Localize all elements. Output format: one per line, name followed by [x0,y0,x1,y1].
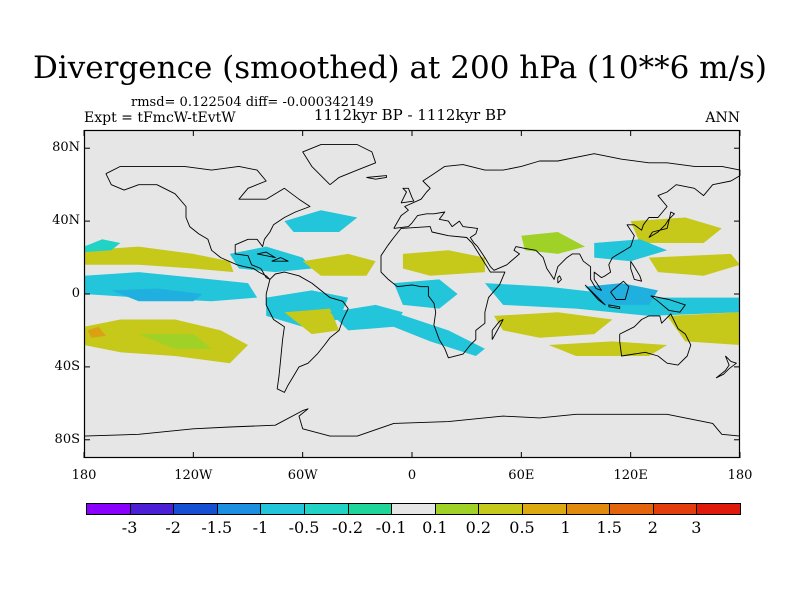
anomaly-atl-yellow [302,253,376,276]
season-label: ANN [705,110,740,126]
colorbar-label: -0.1 [375,518,407,537]
coastline-2 [302,144,377,186]
colorbar-swatch [522,503,567,515]
anomaly-africa-cyan [393,279,458,309]
colorbar-swatch [304,503,349,515]
colorbar-label: -0.2 [332,518,364,537]
colorbar-swatch [652,503,698,515]
coastline-19 [366,175,387,180]
lon-label: 60E [508,468,535,483]
anomaly-s-indian-yellow [548,341,668,356]
colorbar-label: -0.5 [288,518,320,537]
coastline-5 [619,313,692,366]
colorbar-label: 0.2 [465,518,492,537]
coastline-10 [608,304,621,310]
coastline-7 [400,187,415,204]
coastline-18 [630,260,643,282]
colorbar-swatch [434,503,480,515]
colorbar [86,503,741,515]
lon-label: 120E [613,468,648,483]
colorbar-label: -1 [252,518,269,537]
lon-label: 0 [407,468,417,483]
colorbar-swatch [216,503,262,515]
colorbar-swatch [696,503,741,515]
anomaly-w-pacific-cyan [594,239,668,262]
colorbar-label: 0.1 [422,518,448,537]
coastline-15 [271,257,289,262]
lat-label: 80N [52,140,80,156]
colorbar-swatch [391,503,436,515]
colorbar-swatch [347,503,393,515]
colorbar-swatch [129,503,175,515]
colorbar-label: -3 [121,518,138,537]
anomaly-africa-yellow [402,250,485,276]
anomaly-philippine-yellow [648,253,740,276]
coastline-13 [715,355,737,379]
period-label: 1112kyr BP - 1112kyr BP [313,106,507,124]
colorbar-swatch [260,503,305,515]
lat-label: 80S [54,431,80,447]
colorbar-label: 1.5 [596,518,622,537]
coastline-11 [610,280,630,300]
anomaly-n-pacific-band [84,246,234,273]
lat-label: 40N [52,213,80,229]
anomaly-s-atl-cyan [330,304,403,331]
colorbar-label: 2 [647,518,658,537]
anomaly-trop-pac-blue [111,288,203,302]
lon-label: 120W [174,468,213,483]
anomaly-india-green [521,232,586,254]
experiment-label: Expt = tFmcW-tEvtW [84,110,236,126]
colorbar-swatch [609,503,654,515]
anomaly-s-pac-east-yellow [667,312,740,345]
lon-label: 60W [287,468,318,483]
anomaly-n-atl-cyan [284,210,358,232]
anomaly-indian-yellow [494,312,613,338]
colorbar-label: 3 [691,518,702,537]
coastline-17 [557,275,562,284]
coastline-14 [83,408,741,437]
anomaly-n-pacific-cyan [84,239,121,253]
coastline-3 [393,153,741,291]
anomaly-carib-cyan [229,246,312,273]
lon-label: 180 [71,468,97,483]
anomaly-indonesia-blue [585,283,658,305]
rmsd-diff-stats: rmsd= 0.122504 diff= -0.000342149 [131,95,374,110]
colorbar-swatch [86,503,131,515]
anomaly-s-atl-band [384,312,485,356]
coastline-8 [648,211,675,238]
coastline-4 [380,226,506,359]
colorbar-label: 0.5 [509,518,535,537]
coastline-9 [584,284,606,306]
colorbar-swatch [565,503,611,515]
lon-label: 180 [727,468,753,483]
colorbar-swatch [478,503,523,515]
colorbar-swatch [173,503,218,515]
coastline-6 [491,319,504,340]
coastline-16 [257,251,276,259]
map-title: Divergence (smoothed) at 200 hPa (10**6 … [33,50,767,86]
anomaly-sa-yellow [284,308,340,335]
anomaly-w-pacific-yellow [630,217,722,243]
coastline-1 [265,271,349,393]
coastline-12 [650,295,686,313]
colorbar-label: -2 [165,518,181,537]
anomaly-s-pacific-orange [87,326,106,338]
map-frame [83,129,741,459]
lat-label: 40S [54,358,80,374]
colorbar-label: 1 [560,518,571,537]
lat-label: 0 [71,286,80,301]
colorbar-label: -1.5 [201,518,233,537]
anomaly-s-pacific-green [138,334,212,349]
world-map [83,129,741,459]
map-panel [83,129,741,459]
coastline-0 [105,165,311,280]
